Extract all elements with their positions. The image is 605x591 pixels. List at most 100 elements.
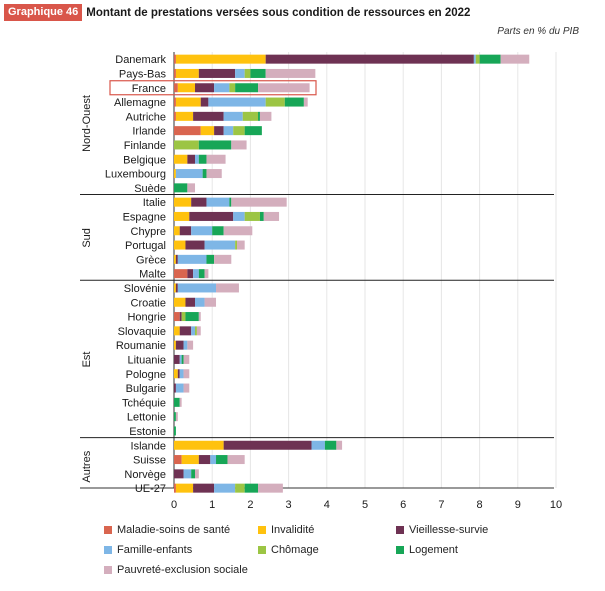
bar-segment [175,283,178,293]
bar-segment [193,483,215,493]
bar-segment [227,455,245,465]
bar-segment [174,226,180,236]
bar-segment [479,54,501,64]
country-label: Finlande [124,140,166,152]
country-label: Luxembourg [105,169,166,181]
legend-item: Pauvreté-exclusion sociale [104,564,248,576]
bar-segment [244,68,251,78]
bar-segment [175,54,266,64]
legend-swatch [258,546,266,554]
bar-segment [198,68,236,78]
bar-segment [174,183,188,193]
bar-segment [259,111,272,121]
bar-segment [175,68,199,78]
bar-segment [175,340,184,350]
bar-segment [244,211,260,221]
bar-segment [258,483,283,493]
group-label: Est [81,351,93,367]
country-label: Grèce [136,254,166,266]
bar-segment [175,97,201,107]
bar-segment [174,412,176,422]
bar-segment [198,154,207,164]
x-tick-label: 3 [286,499,292,511]
country-label: Estonie [129,426,166,438]
bar-segment [206,154,226,164]
bar-segment [303,97,308,107]
bar-segment [174,269,188,279]
bar-segment [191,197,207,207]
country-label: Pologne [126,369,166,381]
bar-segment [200,126,215,136]
country-label: France [132,83,166,95]
legend-label: Logement [409,544,458,556]
legend-label: Famille-enfants [117,544,193,556]
country-label: Lituanie [127,354,166,366]
country-label: Tchéquie [122,397,166,409]
bar-segment [311,440,325,450]
bar-segment [174,126,201,136]
country-label: Italie [143,197,166,209]
bar-segment [185,297,196,307]
bar-segment [174,397,180,407]
chart-badge: Graphique 46 [4,4,83,21]
bar-segment [179,354,182,364]
bar-segment [206,254,215,264]
units-note: Parts en % du PIB [497,26,579,37]
bar-segment [183,369,190,379]
bar-segment [174,312,180,322]
bar-segment [208,97,266,107]
bar-segment [181,354,184,364]
country-label: Norvège [124,469,166,481]
bar-segment [324,440,337,450]
bar-segment [204,297,217,307]
bar-segment [233,211,245,221]
bar-segment [198,269,205,279]
bar-segment [174,297,186,307]
bar-segment [174,97,176,107]
bar-segment [229,83,236,93]
bar-segment [206,169,222,179]
country-label: Irlande [132,126,166,138]
bar-segment [258,111,260,121]
bar-segment [174,254,176,264]
legend-item: Invalidité [258,524,314,536]
bar-segment [174,154,188,164]
x-tick-label: 8 [477,499,483,511]
country-label: Allemagne [114,97,166,109]
bar-segment [214,126,224,136]
bar-segment [187,154,196,164]
bar-segment [177,254,207,264]
legend-label: Pauvreté-exclusion sociale [117,564,248,576]
bar-segment [195,83,215,93]
x-tick-label: 0 [171,499,177,511]
legend-swatch [104,546,112,554]
bar-segment [250,68,266,78]
bar-segment [179,326,192,336]
bar-segment [174,340,176,350]
x-tick-label: 10 [550,499,562,511]
bar-segment [204,269,209,279]
bar-segment [174,354,180,364]
legend-item: Vieillesse-survie [396,524,488,536]
bar-segment [175,111,194,121]
bar-segment [181,312,186,322]
bar-segment [214,83,230,93]
group-label: Nord-Ouest [81,95,93,152]
country-label: Espagne [123,211,166,223]
country-label: Croatie [131,297,166,309]
bar-segment [175,383,184,393]
bar-segment [193,111,224,121]
bar-segment [174,240,186,250]
legend-swatch [104,566,112,574]
bar-segment [223,126,234,136]
bar-segment [195,297,205,307]
bar-segment [179,226,192,236]
bar-segment [263,211,280,221]
country-label: Hongrie [127,312,166,324]
bar-segment [177,83,196,93]
chart-header: Graphique 46 Montant de prestations vers… [4,4,470,21]
bar-segment [174,197,192,207]
bar-segment [235,240,238,250]
bar-segment [174,111,176,121]
bar-segment [216,283,239,293]
